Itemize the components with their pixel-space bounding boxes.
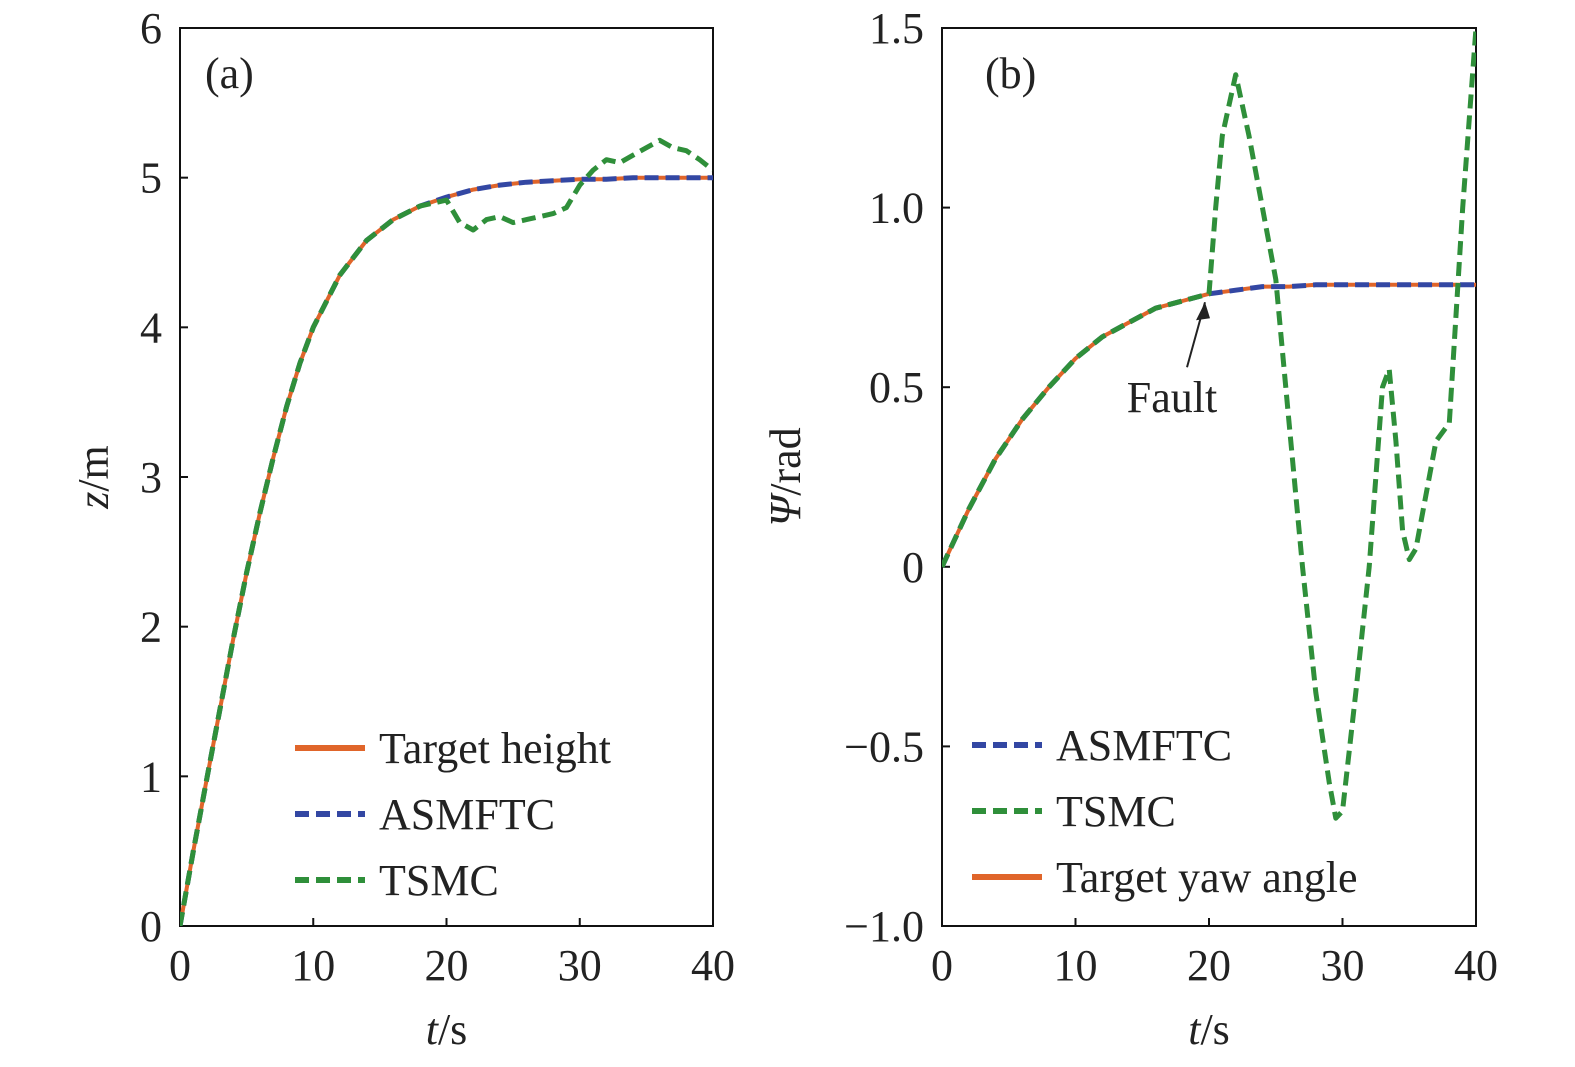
x-tick-label: 20 — [425, 941, 469, 990]
y-tick-label: 0 — [902, 543, 924, 592]
series-line-target-yaw-angle — [942, 282, 1476, 568]
y-tick-label: 1.5 — [869, 4, 924, 53]
chart-panel-b: 0 10 20 30 40 −1.0 −0.5 0 0.5 1.0 1.5 t/s Ψ/rad (b) AS… — [761, 4, 1498, 1054]
y-tick-label: 1 — [140, 752, 162, 801]
y-tick-label: −0.5 — [844, 722, 924, 771]
x-tick-label: 10 — [291, 941, 335, 990]
x-tick-label: 0 — [931, 941, 953, 990]
legend-label: ASMFTC — [379, 790, 555, 839]
y-tick-label: 5 — [140, 154, 162, 203]
x-tick-label: 0 — [169, 941, 191, 990]
legend-label: TSMC — [379, 856, 499, 905]
legend-label: Target height — [379, 724, 611, 773]
y-tick-label: 0 — [140, 902, 162, 951]
y-tick-label: −1.0 — [844, 902, 924, 951]
legend-label: Target yaw angle — [1056, 853, 1358, 902]
series-line-asmftc — [942, 282, 1476, 568]
y-axis-label: Ψ/rad — [761, 427, 810, 526]
y-tick-label: 4 — [140, 303, 162, 352]
x-axis-label: t/s — [426, 1005, 468, 1054]
legend: ASMFTC TSMC Target yaw angle — [972, 721, 1358, 902]
x-tick-label: 30 — [558, 941, 602, 990]
series-line-tsmc — [942, 28, 1476, 821]
plot-frame — [941, 27, 1477, 927]
x-tick-label: 30 — [1321, 941, 1365, 990]
series-line-tsmc — [180, 137, 713, 926]
y-axis-label: z/m — [69, 445, 118, 510]
legend-label: ASMFTC — [1056, 721, 1232, 770]
y-tick-label: 6 — [140, 4, 162, 53]
x-tick-label: 40 — [1454, 941, 1498, 990]
x-axis-label: t/s — [1188, 1005, 1230, 1054]
panel-tag: (a) — [205, 49, 254, 98]
y-tick-label: 1.0 — [869, 184, 924, 233]
x-tick-label: 20 — [1187, 941, 1231, 990]
y-tick-label: 3 — [140, 453, 162, 502]
x-tick-label: 10 — [1054, 941, 1098, 990]
annotation-label: Fault — [1127, 373, 1217, 422]
y-tick-label: 2 — [140, 603, 162, 652]
annotation-arrowhead — [1196, 302, 1210, 321]
legend: Target height ASMFTC TSMC — [295, 724, 611, 905]
legend-label: TSMC — [1056, 787, 1176, 836]
x-tick-label: 40 — [691, 941, 735, 990]
y-tick-label: 0.5 — [869, 363, 924, 412]
chart-panel-a: 0 10 20 30 40 0 1 2 3 4 5 6 t/s z/m (a) Target height AS… — [69, 4, 735, 1054]
panel-tag: (b) — [985, 49, 1036, 98]
